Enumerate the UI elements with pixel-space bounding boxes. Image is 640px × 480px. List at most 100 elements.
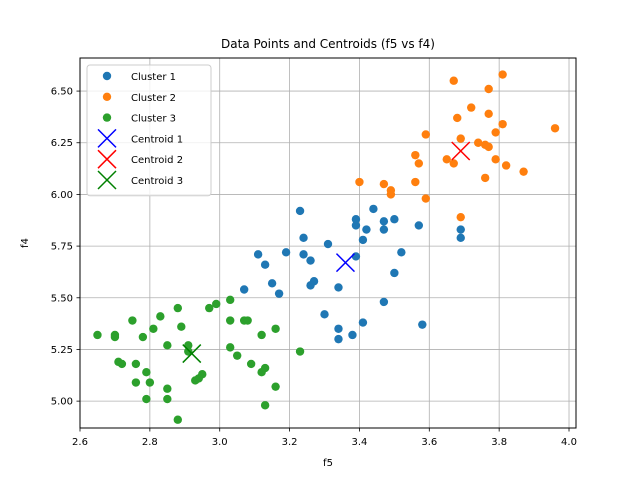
cluster-3-point [149,324,158,333]
cluster-2-point [473,138,483,147]
y-tick-label: 5.50 [51,293,73,304]
cluster-1-point [358,318,368,327]
cluster-2-point [491,155,500,164]
x-tick-label: 3.2 [282,437,298,448]
cluster-3-point [271,382,280,391]
cluster-1-point [299,233,308,243]
cluster-1-point [390,268,399,278]
cluster-2-point [550,124,560,133]
cluster-2-point [449,159,458,168]
x-tick-label: 3.0 [212,437,228,448]
cluster-3-point [145,378,155,387]
cluster-1-point [351,252,361,261]
x-tick-label: 2.6 [72,437,88,448]
cluster-1-point [418,320,427,329]
cluster-1-point [323,239,333,249]
cluster-1-point [397,248,406,257]
cluster-2-point [411,150,420,160]
chart-title: Data Points and Centroids (f5 vs f4) [221,37,435,51]
cluster-1-point [348,330,357,340]
cluster-1-point [320,310,329,319]
cluster-1-point [351,221,361,230]
cluster-3-point [271,324,280,333]
cluster-3-point [205,303,214,313]
legend-label: Centroid 3 [131,176,183,187]
cluster-2-point [501,161,511,170]
cluster-2-point [421,194,431,203]
cluster-2-point [442,155,451,164]
x-tick-label: 3.8 [491,437,507,448]
grid [79,58,576,428]
cluster-3-point [243,316,252,325]
cluster-3-point [163,394,172,404]
cluster-3-point [131,378,141,387]
cluster-2-point [411,177,420,187]
cluster-2-point [491,128,500,137]
cluster-1-point [456,225,465,234]
legend-marker [102,113,112,122]
centroids [182,141,471,364]
cluster-2-point [480,173,490,183]
x-tick-label: 3.6 [421,437,437,448]
legend-label: Centroid 1 [131,134,183,145]
legend-marker [102,71,112,81]
cluster-1-point [306,281,315,290]
cluster-3-point [212,299,221,309]
y-tick-label: 5.75 [51,242,73,253]
plot-frame [79,57,577,429]
cluster-3-point [131,359,141,369]
legend-label: Cluster 1 [131,72,176,83]
cluster-3-point [177,322,186,331]
y-tick-label: 6.50 [51,87,73,98]
cluster-2-point [484,84,493,94]
cluster-3-point [128,316,137,325]
cluster-1-point [390,215,399,224]
cluster-3-point [163,341,172,350]
cluster-3-point [110,330,120,340]
centroid-1-marker [335,253,355,273]
cluster-3-point [260,401,270,410]
cluster-3-point [173,303,183,313]
legend-x-marker [97,149,117,169]
cluster-3-point [260,363,270,373]
data-points [93,70,560,424]
cluster-2-point [498,119,507,129]
cluster-3-point [173,415,183,424]
cluster-3-point [184,347,193,356]
legend-label: Centroid 2 [131,155,183,166]
cluster-2-point [456,134,465,143]
cluster-1-point [281,248,291,257]
cluster-3-point [225,316,235,325]
y-axis-label: f4 [20,238,31,248]
cluster-1-point [274,289,284,298]
cluster-3-point [225,343,235,352]
cluster-2-point [519,167,528,176]
cluster-3-point [142,394,151,404]
cluster-2-point [498,70,507,79]
cluster-1-point [299,250,308,259]
cluster-1-point [306,256,315,265]
cluster-3-point [295,347,305,356]
cluster-1-point [253,250,263,259]
centroid-3-marker [182,344,202,364]
cluster-1-point [379,225,389,234]
cluster-2-point [421,130,431,139]
cluster-1-point [334,324,343,333]
cluster-1-point [358,235,368,245]
x-tick-label: 3.4 [351,437,367,448]
cluster-3-point [246,359,256,369]
legend-marker [102,92,112,102]
legend-box [86,64,212,197]
cluster-3-point [257,330,266,340]
cluster-1-point [334,334,343,344]
cluster-2-point [456,212,465,222]
cluster-1-point [351,215,361,224]
cluster-1-point [362,225,371,234]
cluster-3-point [138,332,148,342]
cluster-1-point [334,283,343,292]
cluster-1-point [260,260,270,269]
cluster-2-point [449,76,458,85]
cluster-2-point [453,113,462,123]
y-tick-label: 6.00 [51,190,73,201]
cluster-2-point [484,109,493,119]
